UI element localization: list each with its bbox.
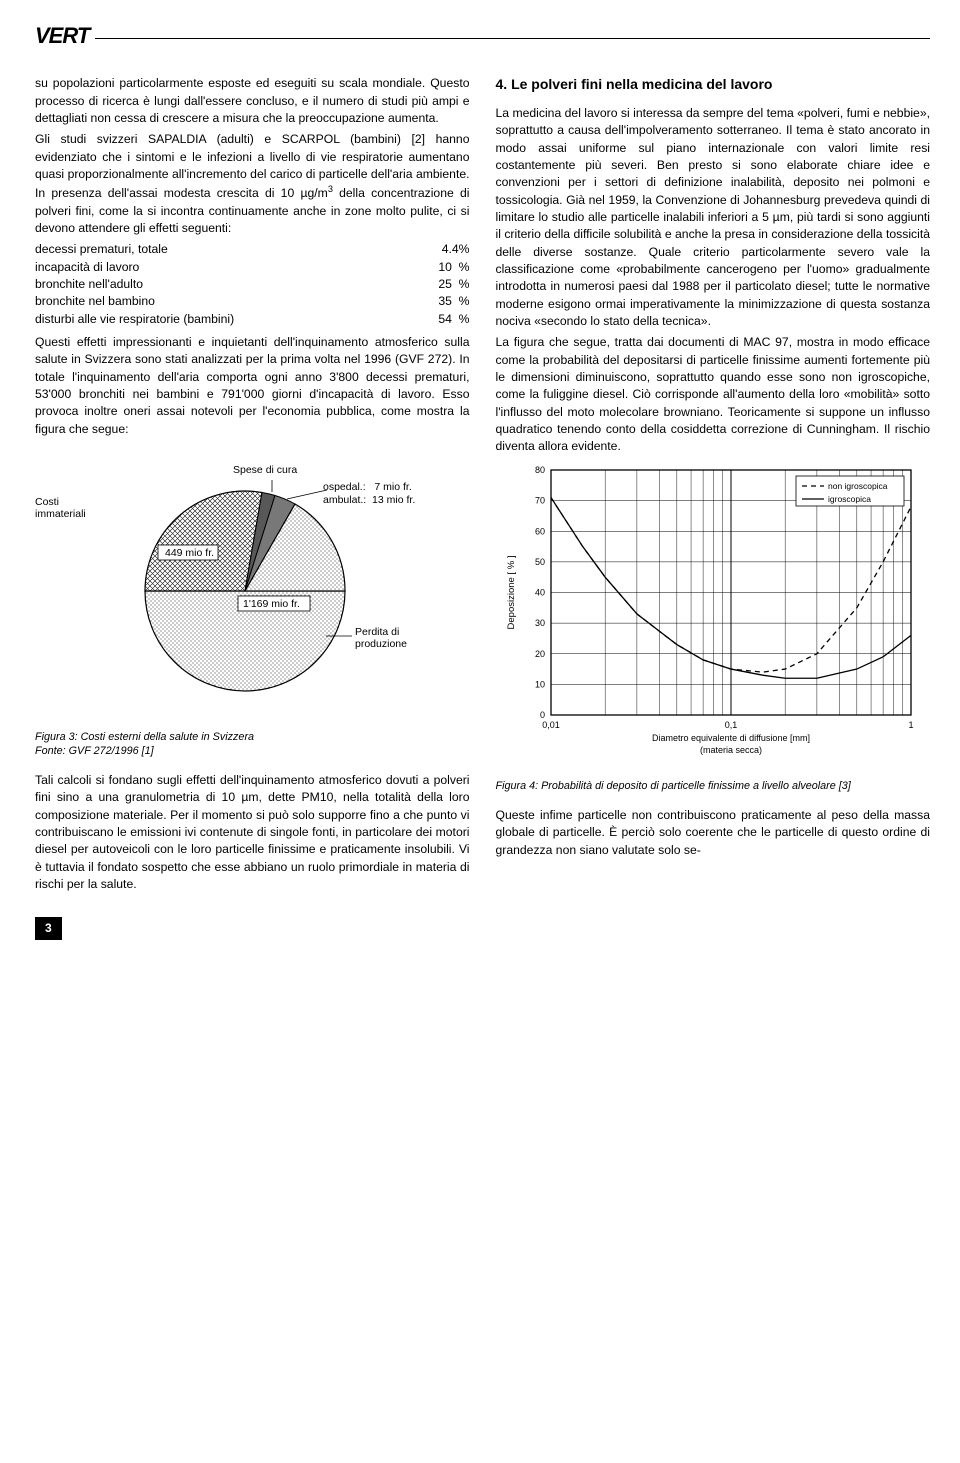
pie-seg-449: 449 mio fr. — [165, 547, 214, 560]
svg-text:80: 80 — [534, 465, 544, 475]
svg-text:0,01: 0,01 — [542, 720, 560, 730]
stat-label: decessi prematuri, totale — [35, 241, 168, 258]
right-para-1: La medicina del lavoro si interessa da s… — [496, 105, 931, 330]
svg-text:1: 1 — [908, 720, 913, 730]
table-row: bronchite nel bambino 35 % — [35, 293, 470, 310]
line-chart: 0 10 20 30 40 50 60 70 80 0,01 0,1 1 Diametro equiva… — [496, 460, 931, 775]
pie-seg-1169: 1'169 mio fr. — [243, 598, 300, 611]
svg-text:10: 10 — [534, 679, 544, 689]
svg-text:0,1: 0,1 — [724, 720, 737, 730]
svg-text:igroscopica: igroscopica — [828, 494, 871, 504]
left-para-3: Questi effetti impressionanti e inquieta… — [35, 334, 470, 438]
svg-text:60: 60 — [534, 526, 544, 536]
svg-text:0: 0 — [539, 710, 544, 720]
svg-text:Diametro equivalente di diffus: Diametro equivalente di diffusione [mm] — [652, 733, 810, 743]
pie-label-costi: Costi immateriali — [35, 496, 86, 521]
section-heading-4: 4. Le polveri fini nella medicina del la… — [496, 75, 931, 95]
stat-label: incapacità di lavoro — [35, 259, 139, 276]
pie-chart: Spese di cura Costi immateriali ospedal.… — [35, 446, 470, 726]
left-para-2: Gli studi svizzeri SAPALDIA (adulti) e S… — [35, 131, 470, 237]
val: 13 mio fr. — [372, 494, 415, 506]
table-row: disturbi alle vie respiratorie (bambini)… — [35, 311, 470, 328]
right-para-3: Queste infime particelle non contribuisc… — [496, 807, 931, 859]
svg-text:40: 40 — [534, 587, 544, 597]
figure4-caption: Figura 4: Probabilità di deposito di par… — [496, 779, 931, 793]
svg-text:non igroscopica: non igroscopica — [828, 481, 888, 491]
right-column: 4. Le polveri fini nella medicina del la… — [496, 75, 931, 897]
svg-text:20: 20 — [534, 648, 544, 658]
svg-text:30: 30 — [534, 618, 544, 628]
svg-text:Deposizione [ % ]: Deposizione [ % ] — [506, 555, 517, 629]
val: 7 mio fr. — [374, 481, 411, 493]
stat-value: 25 % — [438, 276, 469, 293]
right-para-2: La figura che segue, tratta dai document… — [496, 334, 931, 455]
pie-label-ambulat: ambulat.: 13 mio fr. — [323, 494, 415, 507]
table-row: incapacità di lavoro 10 % — [35, 259, 470, 276]
stat-value: 35 % — [438, 293, 469, 310]
stat-label: disturbi alle vie respiratorie (bambini) — [35, 311, 234, 328]
lbl: ospedal.: — [323, 481, 366, 493]
stat-label: bronchite nel bambino — [35, 293, 155, 310]
left-column: su popolazioni particolarmente esposte e… — [35, 75, 470, 897]
table-row: bronchite nell'adulto 25 % — [35, 276, 470, 293]
two-column-layout: su popolazioni particolarmente esposte e… — [35, 75, 930, 897]
svg-text:70: 70 — [534, 495, 544, 505]
stat-value: 54 % — [438, 311, 469, 328]
lbl: ambulat.: — [323, 494, 366, 506]
stat-label: bronchite nell'adulto — [35, 276, 143, 293]
page-header: VERT — [35, 20, 930, 51]
pie-label-perdita: Perdita di produzione — [355, 626, 407, 651]
pie-label-top: Spese di cura — [233, 464, 297, 477]
left-para-1: su popolazioni particolarmente esposte e… — [35, 75, 470, 127]
svg-text:50: 50 — [534, 557, 544, 567]
left-para-4: Tali calcoli si fondano sugli effetti de… — [35, 772, 470, 893]
page-number: 3 — [35, 917, 62, 940]
stat-value: 4.4% — [442, 241, 470, 258]
logo-text: VERT — [35, 20, 95, 51]
header-rule — [95, 38, 930, 39]
figure3-caption: Figura 3: Costi esterni della salute in … — [35, 730, 470, 758]
stat-value: 10 % — [438, 259, 469, 276]
line-chart-svg: 0 10 20 30 40 50 60 70 80 0,01 0,1 1 Diametro equiva… — [496, 460, 926, 770]
svg-text:(materia secca): (materia secca) — [699, 745, 761, 755]
table-row: decessi prematuri, totale 4.4% — [35, 241, 470, 258]
pie-svg — [130, 476, 360, 706]
stats-table: decessi prematuri, totale 4.4% incapacit… — [35, 241, 470, 328]
pie-label-ospedal: ospedal.: 7 mio fr. — [323, 481, 412, 494]
